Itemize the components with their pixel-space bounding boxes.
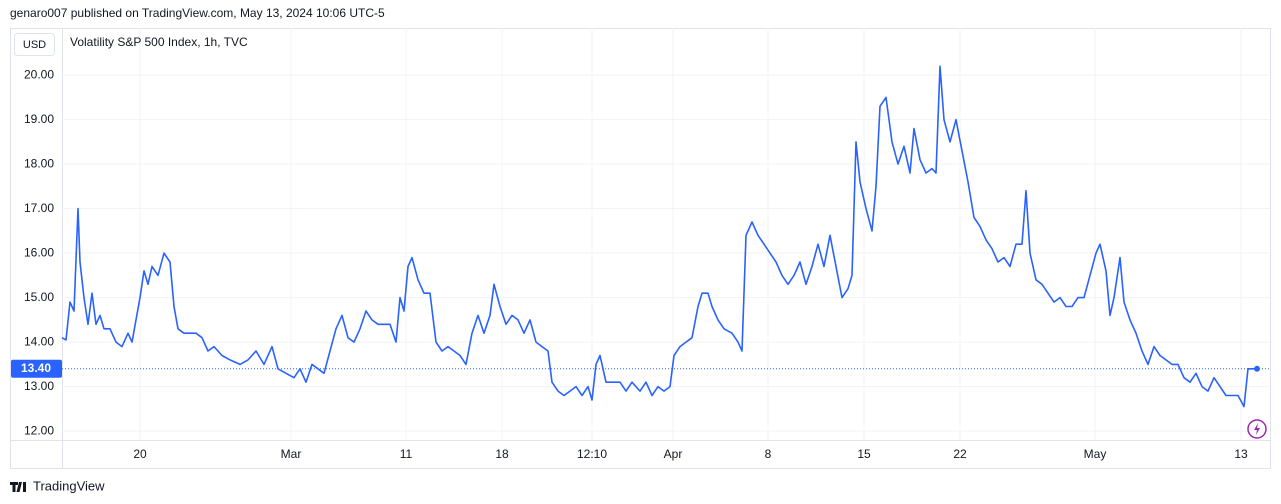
- tv-logo: [10, 482, 26, 492]
- x-tick-label: 15: [857, 447, 871, 461]
- chart-frame: [10, 28, 1271, 469]
- x-tick-label: 11: [400, 447, 413, 461]
- x-tick-label: 20: [133, 447, 147, 461]
- y-tick-label: 19.00: [24, 112, 54, 126]
- chart-title: Volatility S&P 500 Index, 1h, TVC: [70, 35, 248, 49]
- x-tick-label: May: [1084, 447, 1107, 461]
- y-tick-label: 16.00: [24, 245, 54, 259]
- x-tick-label: 12:10: [577, 447, 607, 461]
- last-price-label: 13.40: [21, 361, 51, 375]
- price-line: [61, 65, 1257, 408]
- x-tick-label: Apr: [664, 447, 683, 461]
- x-tick-label: 8: [765, 447, 772, 461]
- x-tick-label: 13: [1234, 447, 1248, 461]
- currency-label[interactable]: USD: [23, 39, 46, 51]
- events-icon-bolt: [1254, 423, 1260, 435]
- y-tick-label: 15.00: [24, 290, 54, 304]
- last-price-tag: [11, 359, 62, 378]
- currency-button[interactable]: [14, 33, 55, 56]
- y-tick-label: 17.00: [24, 201, 54, 215]
- y-tick-label: 20.00: [24, 67, 54, 81]
- x-tick-label: 22: [953, 447, 967, 461]
- publish-header: genaro007 published on TradingView.com, …: [10, 6, 385, 20]
- y-tick-label: 12.00: [24, 423, 54, 437]
- y-tick-label: 18.00: [24, 156, 54, 170]
- footer-brand: TradingView: [33, 478, 105, 493]
- y-tick-label: 14.00: [24, 334, 54, 348]
- grid: [62, 28, 1270, 440]
- y-tick-label: 13.00: [24, 379, 54, 393]
- x-tick-label: Mar: [281, 447, 302, 461]
- x-tick-label: 18: [495, 447, 509, 461]
